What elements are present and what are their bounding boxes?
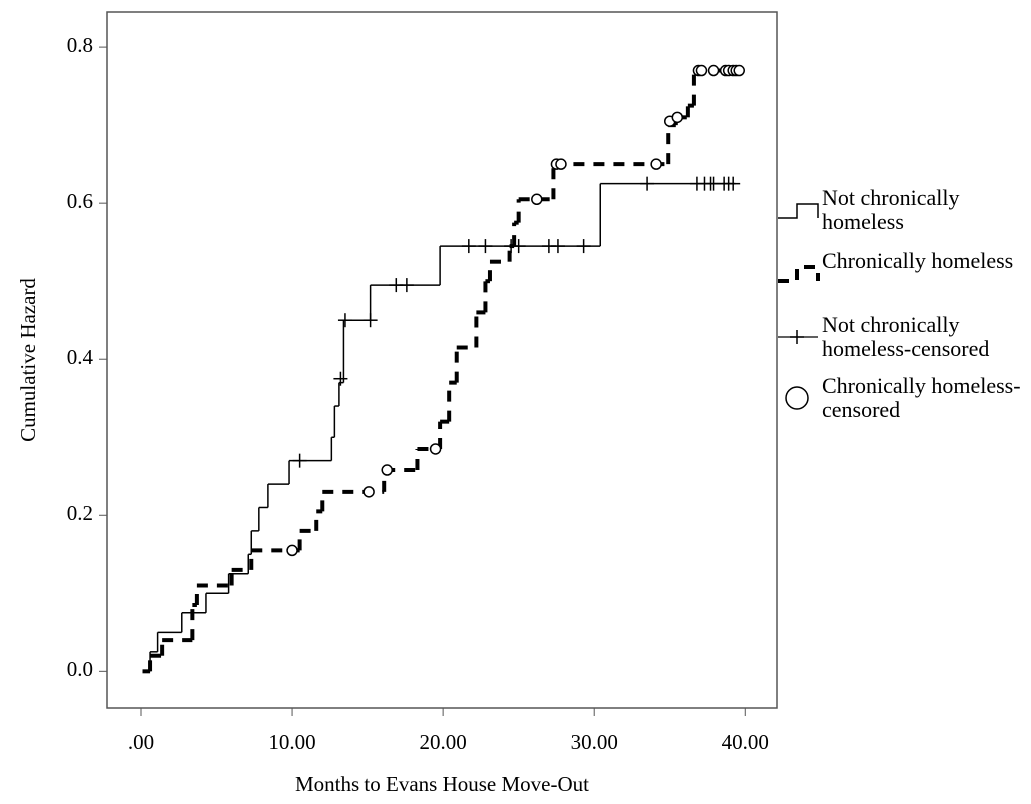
censor-circle	[555, 158, 567, 170]
censor-circle	[650, 158, 662, 170]
x-tick-label: 40.00	[722, 730, 769, 754]
censor-plus	[399, 278, 414, 293]
censor-plus	[511, 239, 526, 254]
censor-plus	[337, 313, 352, 328]
y-tick-label: 0.2	[67, 501, 93, 525]
y-axis-title: Cumulative Hazard	[16, 278, 40, 442]
censor-circle	[707, 64, 720, 77]
y-tick-label: 0.8	[67, 33, 93, 57]
censor-circle	[531, 193, 543, 206]
censor-plus	[576, 239, 591, 254]
legend-symbol	[790, 330, 804, 344]
x-tick-label: 30.00	[571, 730, 618, 754]
censor-circle	[429, 443, 442, 455]
legend-label: Chronically homeless-censored	[822, 373, 1021, 422]
censor-plus	[333, 371, 348, 386]
legend-label: Chronically homeless	[822, 248, 1014, 273]
legend-symbol	[785, 386, 809, 410]
censor-circle	[671, 111, 684, 124]
censor-plus	[478, 239, 493, 254]
censor-plus	[550, 239, 565, 254]
censor-plus	[726, 176, 741, 191]
censor-circle	[286, 544, 298, 557]
censor-circle	[363, 486, 375, 498]
y-tick-label: 0.0	[67, 657, 93, 681]
legend-symbol	[778, 265, 820, 283]
x-tick-label: 10.00	[268, 730, 315, 754]
y-tick-label: 0.4	[67, 345, 94, 369]
plot-frame	[106, 11, 778, 709]
legend-symbol	[778, 203, 819, 219]
x-axis-title: Months to Evans House Move-Out	[295, 772, 589, 796]
censor-plus	[363, 313, 378, 328]
censor-plus	[461, 239, 476, 254]
x-tick-label: 20.00	[420, 730, 467, 754]
legend-label: Not chronically homeless-censored	[822, 312, 990, 361]
censor-circle	[695, 64, 708, 77]
censor-circle	[381, 464, 393, 476]
legend-label: Not chronically homeless	[822, 185, 960, 234]
censor-plus	[292, 453, 307, 468]
censor-circle	[733, 64, 745, 77]
y-tick-label: 0.6	[67, 189, 93, 213]
x-tick-label: .00	[128, 730, 154, 754]
censor-plus	[640, 176, 655, 191]
